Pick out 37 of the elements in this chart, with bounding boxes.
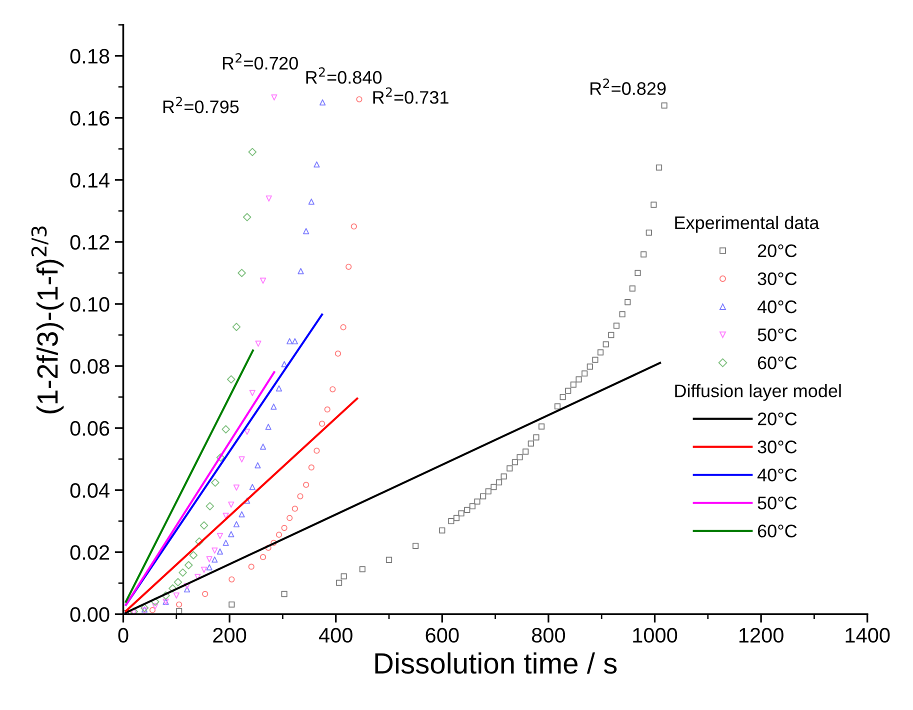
legend-label: 30°C — [758, 272, 797, 286]
x-tick-label: 1400 — [846, 628, 890, 643]
y-tick-label: 0.18 — [70, 48, 110, 64]
x-tick-label: 800 — [532, 628, 566, 643]
text: Experimental data — [675, 216, 820, 233]
legend-label: 20°C — [758, 244, 797, 258]
legend-label: 60°C — [758, 356, 797, 370]
y-tick-label: 0.14 — [70, 172, 110, 188]
x-tick-label: 400 — [318, 628, 352, 643]
y-tick-label: 0.04 — [70, 483, 110, 498]
y-tick-label: 0.10 — [70, 296, 110, 312]
legend-label: 40°C — [757, 468, 797, 482]
annotation: R$^{2}$=0.795 — [163, 96, 239, 114]
annotation: R$^{2}$=0.731 — [373, 87, 448, 104]
x-tick-label: 1200 — [739, 628, 784, 643]
annotation: R$^{2}$=0.720 — [222, 53, 298, 70]
y-axis-title: (1-2f/3)-(1-f)$^{2/3}$ — [31, 226, 64, 414]
legend-label: 20°C — [758, 412, 797, 426]
y-tick-label: 0.16 — [70, 110, 110, 126]
legend-label: 50°C — [758, 328, 797, 342]
legend-label: 50°C — [758, 496, 797, 510]
x-axis-title: Dissolution time / s — [375, 652, 617, 674]
legend-label: 30°C — [758, 440, 797, 454]
text: Diffusion layer model — [675, 384, 841, 401]
annotation: R$^{2}$=0.829 — [590, 78, 666, 95]
y-tick-label: 0.12 — [70, 234, 110, 250]
x-tick-label: 0 — [118, 628, 128, 643]
legend-label: 60°C — [758, 524, 797, 538]
y-tick-label: 0.06 — [70, 421, 110, 436]
y-tick-label: 0.08 — [70, 359, 110, 374]
legend-label: 40°C — [757, 300, 797, 314]
annotation: R$^{2}$=0.840 — [306, 67, 382, 84]
x-tick-label: 200 — [213, 628, 246, 643]
y-tick-label: 0.02 — [70, 545, 110, 560]
x-tick-label: 1000 — [633, 628, 678, 643]
x-tick-label: 600 — [426, 628, 459, 643]
y-tick-label: 0.00 — [70, 607, 110, 622]
